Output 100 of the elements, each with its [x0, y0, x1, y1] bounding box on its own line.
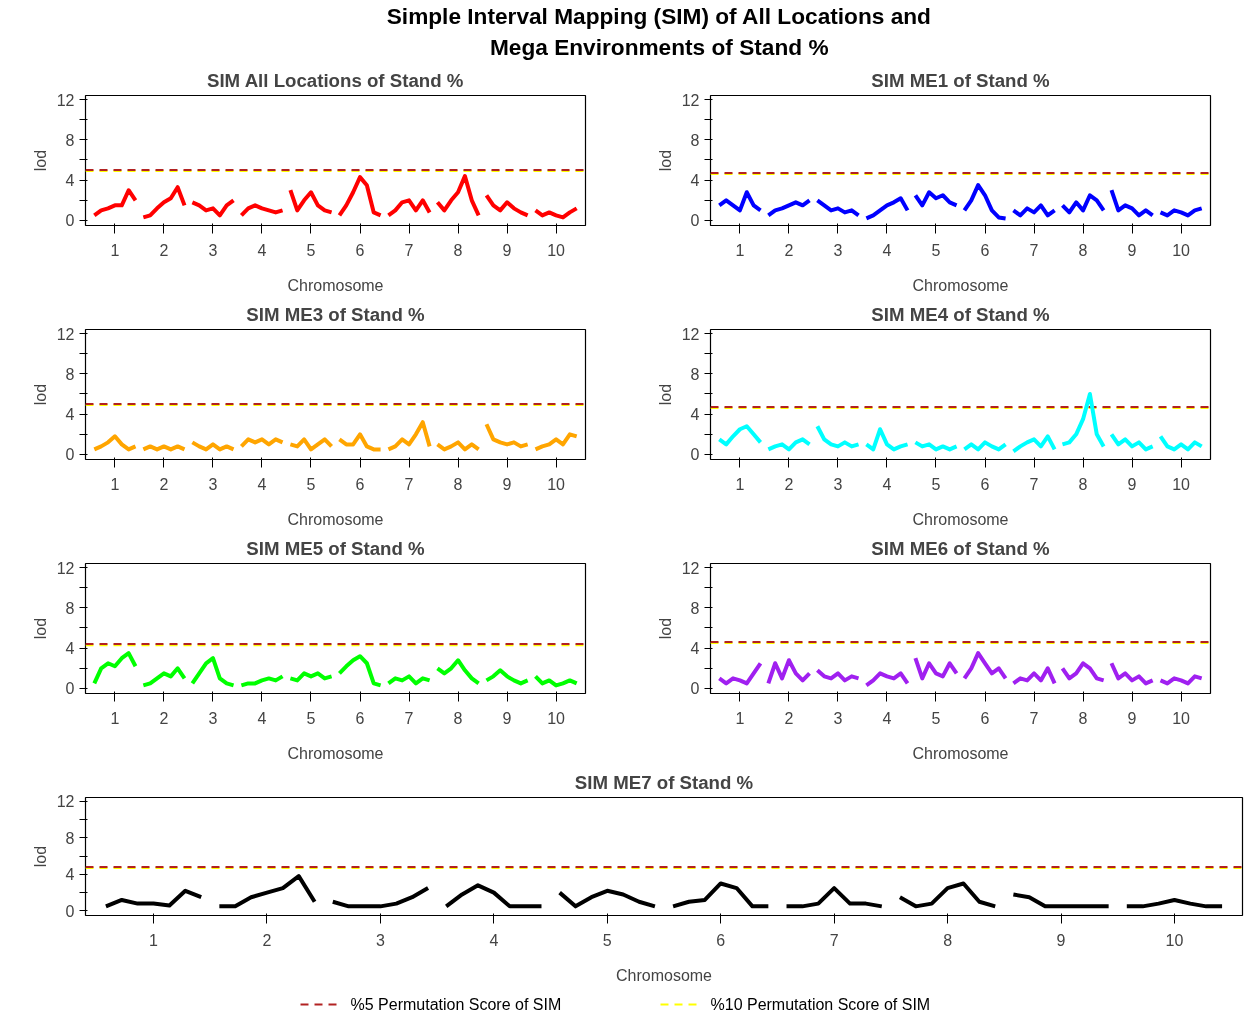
x-tick-label: 2	[784, 709, 794, 727]
x-tick-label: 9	[1127, 475, 1137, 493]
chart-title: SIM ME3 of Stand %	[246, 303, 426, 325]
x-tick-label: 9	[502, 475, 512, 493]
y-tick-label: 0	[690, 680, 700, 698]
x-tick-label: 7	[829, 931, 839, 949]
x-tick-label: 10	[1172, 475, 1191, 493]
x-tick-label: 3	[208, 241, 218, 259]
y-tick-label: 0	[65, 446, 75, 464]
x-tick-label: 7	[1029, 709, 1039, 727]
x-tick-label: 3	[833, 241, 843, 259]
y-tick-label: 8	[65, 365, 75, 383]
x-tick-label: 7	[404, 475, 414, 493]
x-axis-title: Chromosome	[912, 276, 1009, 294]
chart-title: SIM ME6 of Stand %	[871, 537, 1051, 559]
x-tick-label: 3	[833, 475, 843, 493]
x-tick-label: 1	[735, 709, 745, 727]
y-tick-label: 12	[681, 559, 700, 577]
x-tick-label: 3	[375, 931, 385, 949]
x-tick-label: 6	[355, 475, 365, 493]
x-tick-label: 5	[931, 241, 941, 259]
x-tick-label: 8	[943, 931, 953, 949]
x-axis-title: Chromosome	[287, 744, 384, 762]
x-tick-label: 1	[110, 241, 120, 259]
y-axis-title: lod	[656, 617, 674, 640]
y-tick-label: 12	[56, 793, 75, 811]
x-tick-label: 7	[1029, 241, 1039, 259]
x-tick-label: 5	[306, 475, 316, 493]
x-axis-title: Chromosome	[615, 966, 713, 984]
x-tick-label: 8	[453, 709, 463, 727]
y-tick-label: 8	[65, 599, 75, 617]
x-tick-label: 8	[1078, 475, 1088, 493]
x-tick-label: 5	[602, 931, 612, 949]
chart-title: SIM ME1 of Stand %	[871, 69, 1051, 91]
x-tick-label: 6	[716, 931, 726, 949]
chart-title: SIM ME4 of Stand %	[871, 303, 1051, 325]
x-tick-label: 10	[1172, 241, 1191, 259]
x-tick-label: 8	[453, 475, 463, 493]
text: Simple Interval Mapping (SIM) of All Locations and Mega Environments of Stand %	[386, 2, 931, 61]
x-tick-label: 4	[257, 241, 267, 259]
y-tick-label: 4	[65, 866, 75, 884]
y-tick-label: 0	[65, 902, 75, 920]
y-tick-label: 0	[65, 680, 75, 698]
x-tick-label: 7	[404, 709, 414, 727]
y-tick-label: 8	[65, 829, 75, 847]
x-tick-label: 3	[208, 475, 218, 493]
x-tick-label: 5	[931, 709, 941, 727]
x-tick-label: 10	[1165, 931, 1184, 949]
x-tick-label: 1	[735, 241, 745, 259]
x-tick-label: 2	[784, 241, 794, 259]
x-tick-label: 10	[547, 709, 566, 727]
x-tick-label: 1	[110, 475, 120, 493]
y-tick-label: 12	[56, 325, 75, 343]
y-axis-title: lod	[31, 383, 49, 406]
x-tick-label: 5	[306, 241, 316, 259]
y-axis-title: lod	[656, 383, 674, 406]
y-axis-title: lod	[656, 149, 674, 172]
x-tick-label: 10	[1172, 709, 1191, 727]
y-tick-label: 8	[690, 365, 700, 383]
x-tick-label: 6	[355, 241, 365, 259]
x-tick-label: 5	[931, 475, 941, 493]
chart-title: SIM ME5 of Stand %	[246, 537, 426, 559]
x-tick-label: 8	[453, 241, 463, 259]
x-tick-label: 4	[489, 931, 499, 949]
y-tick-label: 4	[690, 172, 700, 190]
chart-title: SIM ME7 of Stand %	[574, 771, 754, 793]
x-tick-label: 1	[149, 931, 159, 949]
x-axis-title: Chromosome	[912, 510, 1009, 528]
x-axis-title: Chromosome	[287, 510, 384, 528]
y-tick-label: 12	[681, 325, 700, 343]
y-tick-label: 0	[690, 212, 700, 230]
x-tick-label: 1	[110, 709, 120, 727]
y-axis-title: lod	[31, 617, 49, 640]
y-tick-label: 4	[690, 406, 700, 424]
x-tick-label: 2	[262, 931, 272, 949]
x-tick-label: 9	[502, 241, 512, 259]
x-tick-label: 5	[306, 709, 316, 727]
x-tick-label: 2	[159, 709, 169, 727]
y-tick-label: 8	[690, 131, 700, 149]
x-tick-label: 10	[547, 475, 566, 493]
y-axis-title: lod	[31, 845, 49, 868]
x-tick-label: 6	[980, 475, 990, 493]
y-tick-label: 8	[65, 131, 75, 149]
x-tick-label: 9	[1056, 931, 1066, 949]
x-tick-label: 1	[735, 475, 745, 493]
x-tick-label: 4	[257, 709, 267, 727]
x-tick-label: 4	[882, 709, 892, 727]
y-axis-title: lod	[31, 149, 49, 172]
y-tick-label: 0	[65, 212, 75, 230]
x-tick-label: 7	[1029, 475, 1039, 493]
x-tick-label: 6	[980, 241, 990, 259]
x-tick-label: 4	[882, 475, 892, 493]
x-tick-label: 9	[1127, 241, 1137, 259]
legend-label: %5 Permutation Score of SIM	[350, 996, 562, 1013]
y-tick-label: 4	[65, 640, 75, 658]
x-tick-label: 2	[159, 241, 169, 259]
x-tick-label: 3	[208, 709, 218, 727]
y-tick-label: 8	[690, 599, 700, 617]
x-tick-label: 6	[355, 709, 365, 727]
y-tick-label: 4	[65, 406, 75, 424]
